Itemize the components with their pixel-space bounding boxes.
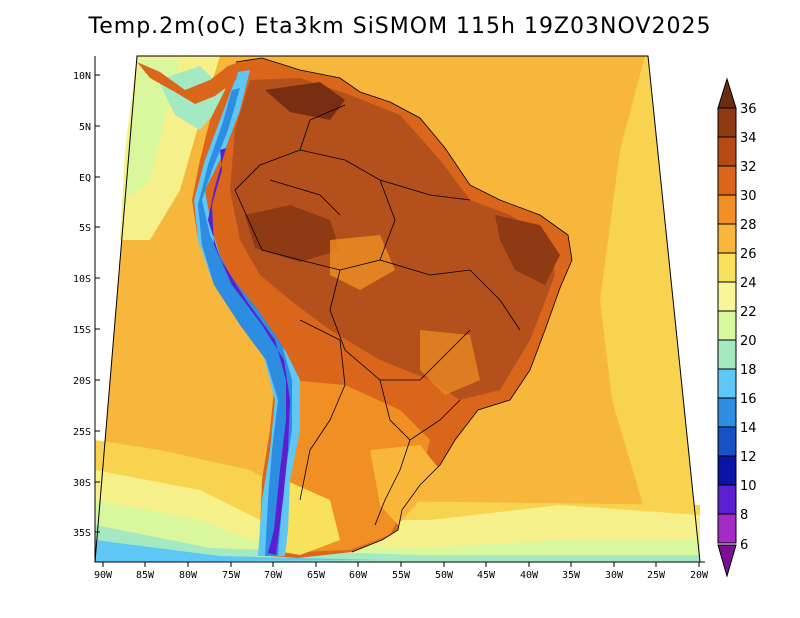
colorbar-label: 30: [740, 189, 757, 204]
y-tick-label: 5S: [79, 223, 91, 234]
colorbar-label: 6: [740, 538, 748, 553]
colorbar-cell: [717, 310, 737, 341]
colorbar-label: 28: [740, 218, 757, 233]
y-tick-label: 10N: [73, 71, 91, 82]
y-tick-label: 15S: [73, 325, 91, 336]
x-tick-label: 20W: [690, 570, 709, 581]
x-tick-label: 55W: [392, 570, 411, 581]
x-tick-label: 30W: [605, 570, 624, 581]
colorbar-cell: [717, 426, 737, 457]
colorbar-label: 36: [740, 102, 757, 117]
warm-spots-southeast: [420, 330, 480, 395]
colorbar-label: 26: [740, 247, 757, 262]
x-tick-label: 45W: [477, 570, 496, 581]
colorbar-cell: [717, 368, 737, 399]
very-hot-region-north: [265, 82, 345, 120]
andes-colder-core: [198, 88, 292, 556]
colorbar-cell: [717, 223, 737, 254]
x-tick-label: 25W: [647, 570, 666, 581]
country-borders: [234, 57, 573, 553]
colorbar-cell: [717, 194, 737, 225]
colorbar-cell: [717, 339, 737, 370]
central-america-land: [137, 62, 240, 104]
colorbar-label: 20: [740, 334, 757, 349]
ocean-band-cyan-south: [95, 525, 700, 562]
x-tick-label: 70W: [264, 570, 283, 581]
colorbar-cell: [717, 281, 737, 312]
x-tick-label: 90W: [94, 570, 113, 581]
x-tick-label: 75W: [222, 570, 241, 581]
amazon-hot-region: [230, 78, 555, 400]
very-hot-region-amazon: [245, 205, 340, 262]
y-tick-label: 5N: [79, 122, 91, 133]
colorbar-bottom-arrow: [717, 544, 737, 578]
colorbar-cell: [717, 455, 737, 486]
y-tick-label: 30S: [73, 478, 91, 489]
colorbar-cell: [717, 397, 737, 428]
x-axis-ticks: 90W 85W 80W 75W 70W 65W 60W 55W 50W 45W …: [94, 562, 709, 581]
colorbar-label: 8: [740, 508, 748, 523]
andes-coldest-peaks: [208, 148, 290, 555]
very-hot-region-northeast: [495, 215, 560, 285]
colorbar-cell: [717, 484, 737, 515]
ocean-band-mid: [600, 56, 700, 562]
southern-cone-mild: [370, 445, 440, 525]
colorbar-label: 18: [740, 363, 757, 378]
colorbar-label: 10: [740, 479, 757, 494]
colorbar-top-arrow: [717, 77, 737, 109]
colorbar-label: 34: [740, 131, 757, 146]
x-tick-label: 40W: [520, 570, 539, 581]
colorbar-cells: [717, 107, 737, 544]
y-tick-label: 20S: [73, 376, 91, 387]
x-tick-label: 85W: [136, 570, 155, 581]
y-tick-label: 35S: [73, 528, 91, 539]
colorbar-label: 24: [740, 276, 757, 291]
warm-spots-cerrado: [330, 235, 395, 290]
colorbar-label: 22: [740, 305, 757, 320]
colorbar-labels: 36 34 32 30 28 26 24 22 20 18 16 14 12 1…: [740, 102, 757, 553]
colorbar: 36 34 32 30 28 26 24 22 20 18 16 14 12 1…: [717, 77, 757, 578]
x-tick-label: 35W: [562, 570, 581, 581]
colorbar-label: 32: [740, 160, 757, 175]
y-tick-label: 25S: [73, 427, 91, 438]
colorbar-cell: [717, 107, 737, 138]
colorbar-cell: [717, 252, 737, 283]
x-tick-label: 65W: [307, 570, 326, 581]
x-tick-label: 60W: [349, 570, 368, 581]
y-tick-label: EQ: [79, 173, 91, 184]
y-tick-label: 10S: [73, 274, 91, 285]
map-title: Temp.2m(oC) Eta3km SiSMOM 115h 19Z03NOV2…: [88, 14, 712, 39]
colorbar-cell: [717, 136, 737, 167]
map-domain: [95, 56, 700, 562]
colorbar-cell: [717, 165, 737, 196]
ocean-band-green-south: [95, 500, 700, 562]
colorbar-label: 16: [740, 392, 757, 407]
colorbar-cell: [717, 513, 737, 544]
colorbar-label: 14: [740, 421, 757, 436]
y-axis-ticks: 10N 5N EQ 5S 10S 15S 20S 25S 30S 35S: [73, 71, 100, 539]
x-tick-label: 50W: [435, 570, 454, 581]
colorbar-label: 12: [740, 450, 757, 465]
ocean-band-blue-south: [95, 540, 380, 562]
x-tick-label: 80W: [179, 570, 198, 581]
